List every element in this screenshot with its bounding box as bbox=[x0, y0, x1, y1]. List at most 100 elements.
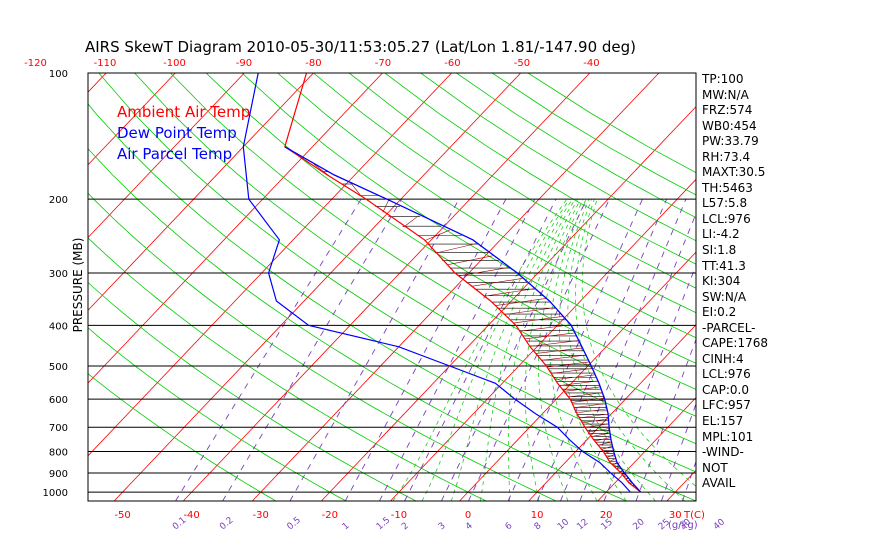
moist-adiabat-line bbox=[567, 199, 656, 501]
cape-hatch-diag bbox=[541, 354, 586, 361]
pressure-tick-label: 500 bbox=[49, 362, 68, 373]
dry-adiabat-line bbox=[384, 73, 696, 265]
stats-line: L57:5.8 bbox=[702, 196, 748, 211]
stats-line: AVAIL bbox=[702, 476, 736, 491]
stats-line: MAXT:30.5 bbox=[702, 165, 766, 180]
cape-hatch-diag bbox=[588, 428, 610, 433]
isotherm-line bbox=[252, 73, 660, 501]
stats-line: LI:-4.2 bbox=[702, 227, 740, 242]
dry-adiabat-line bbox=[170, 73, 696, 417]
dry-adiabat-line bbox=[98, 73, 696, 473]
temp-tick-label-top: -100 bbox=[163, 58, 186, 69]
stats-line: TH:5463 bbox=[702, 180, 753, 195]
stats-line: CINH:4 bbox=[702, 351, 744, 366]
dry-adiabat-line bbox=[88, 103, 696, 501]
isotherm-line bbox=[88, 73, 245, 239]
cape-hatch-diag bbox=[597, 441, 612, 446]
temp-tick-label-top: -40 bbox=[583, 58, 599, 69]
mixing-ratio-label: 10 bbox=[556, 517, 571, 532]
mixing-ratio-line bbox=[468, 198, 610, 501]
dry-adiabat-line bbox=[134, 73, 696, 445]
isotherm-line bbox=[88, 73, 452, 457]
moist-adiabat-line bbox=[450, 198, 573, 501]
stats-line: NOT bbox=[702, 460, 728, 475]
mixing-ratio-label: 3 bbox=[437, 521, 448, 532]
cape-hatch-diag bbox=[601, 445, 613, 450]
moist-adiabat-line bbox=[524, 199, 581, 501]
mixing-ratio-unit: (g/kg) bbox=[668, 520, 698, 531]
series-line-ambient-air-temp bbox=[284, 73, 642, 493]
isotherm-line bbox=[88, 73, 314, 311]
isotherm-line bbox=[597, 396, 696, 501]
temp-tick-label-bottom: 20 bbox=[600, 510, 613, 521]
dry-adiabat-line bbox=[277, 73, 696, 339]
stats-line: EL:157 bbox=[702, 414, 744, 429]
series-line-dew-point-temp bbox=[242, 73, 631, 493]
moist-adiabat-line bbox=[392, 198, 568, 501]
mixing-ratio-line bbox=[289, 198, 460, 501]
cape-hatch-diag bbox=[604, 450, 614, 454]
isotherm-line bbox=[88, 73, 176, 166]
dry-adiabat-line bbox=[527, 73, 696, 174]
temp-tick-label-bottom: -50 bbox=[114, 510, 130, 521]
dry-adiabat-line bbox=[88, 237, 487, 501]
legend-entry: Air Parcel Temp bbox=[117, 145, 232, 163]
pressure-tick-label: 600 bbox=[49, 395, 68, 406]
mixing-ratio-label: 12 bbox=[575, 517, 590, 532]
mixing-ratio-line bbox=[440, 198, 588, 501]
legend-entry: Ambient Air Temp bbox=[117, 103, 250, 121]
isotherm-line bbox=[88, 73, 383, 384]
mixing-ratio-label: 4 bbox=[464, 521, 475, 533]
isotherm-line bbox=[0, 73, 37, 501]
cape-hatch-diag bbox=[435, 243, 478, 254]
isotherm-line bbox=[666, 469, 696, 501]
isotherm-line bbox=[88, 73, 107, 93]
cape-hatch-diag bbox=[535, 347, 583, 354]
cape-hatch-diag bbox=[612, 462, 618, 466]
moist-adiabat-line bbox=[558, 199, 627, 501]
stats-line: MW:N/A bbox=[702, 87, 749, 102]
isotherm-line bbox=[528, 324, 696, 501]
grid-layer bbox=[0, 73, 696, 501]
stats-line: -WIND- bbox=[702, 445, 744, 460]
stats-line: WB0:454 bbox=[702, 118, 757, 133]
stats-line: CAP:0.0 bbox=[702, 382, 749, 397]
cape-hatch-diag bbox=[609, 458, 616, 462]
temp-tick-label-bottom: -30 bbox=[253, 510, 269, 521]
temp-tick-label-top: -120 bbox=[24, 58, 47, 69]
temp-tick-label-bottom: -10 bbox=[391, 510, 407, 521]
mixing-ratio-line bbox=[404, 198, 557, 501]
dry-adiabat-line bbox=[88, 192, 557, 501]
cape-hatch-diag bbox=[550, 368, 593, 374]
dry-adiabat-line bbox=[420, 73, 696, 242]
cape-hatch-diag bbox=[579, 413, 609, 419]
dry-adiabat-line bbox=[205, 73, 696, 390]
stats-line: TT:41.3 bbox=[702, 258, 746, 273]
stats-line: LCL:976 bbox=[702, 211, 751, 226]
cape-hatch-diag bbox=[576, 408, 607, 414]
cape-hatch-diag bbox=[350, 182, 362, 197]
cape-hatch-diag bbox=[470, 278, 523, 287]
cape-hatch-diag bbox=[513, 316, 563, 324]
legend: Ambient Air Temp Dew Point Temp Air Parcel… bbox=[117, 103, 250, 163]
moist-adiabat-line bbox=[581, 199, 696, 487]
mixing-ratio-label: 20 bbox=[632, 517, 647, 532]
isobar-layer bbox=[88, 73, 696, 493]
pressure-tick-label: 1000 bbox=[43, 488, 68, 499]
stats-line: RH:73.4 bbox=[702, 149, 751, 164]
dry-adiabat-line bbox=[241, 73, 696, 364]
mixing-ratio-line bbox=[222, 198, 402, 501]
series-line-air-parcel-temp bbox=[284, 146, 642, 493]
cape-hatch-diag bbox=[458, 267, 509, 277]
series-layer bbox=[242, 73, 642, 493]
pressure-tick-label: 300 bbox=[49, 269, 68, 280]
pressure-tick-label: 100 bbox=[49, 69, 68, 80]
temp-tick-label-top: -110 bbox=[94, 58, 117, 69]
chart-title: AIRS SkewT Diagram 2010-05-30/11:53:05.2… bbox=[85, 38, 636, 56]
mixing-ratio-label: 1 bbox=[341, 521, 352, 532]
cape-hatch-diag bbox=[494, 298, 547, 306]
cape-hatch-diag bbox=[585, 423, 609, 428]
cape-hatch-diag bbox=[582, 418, 609, 424]
mixing-ratio-label: 6 bbox=[504, 521, 515, 533]
